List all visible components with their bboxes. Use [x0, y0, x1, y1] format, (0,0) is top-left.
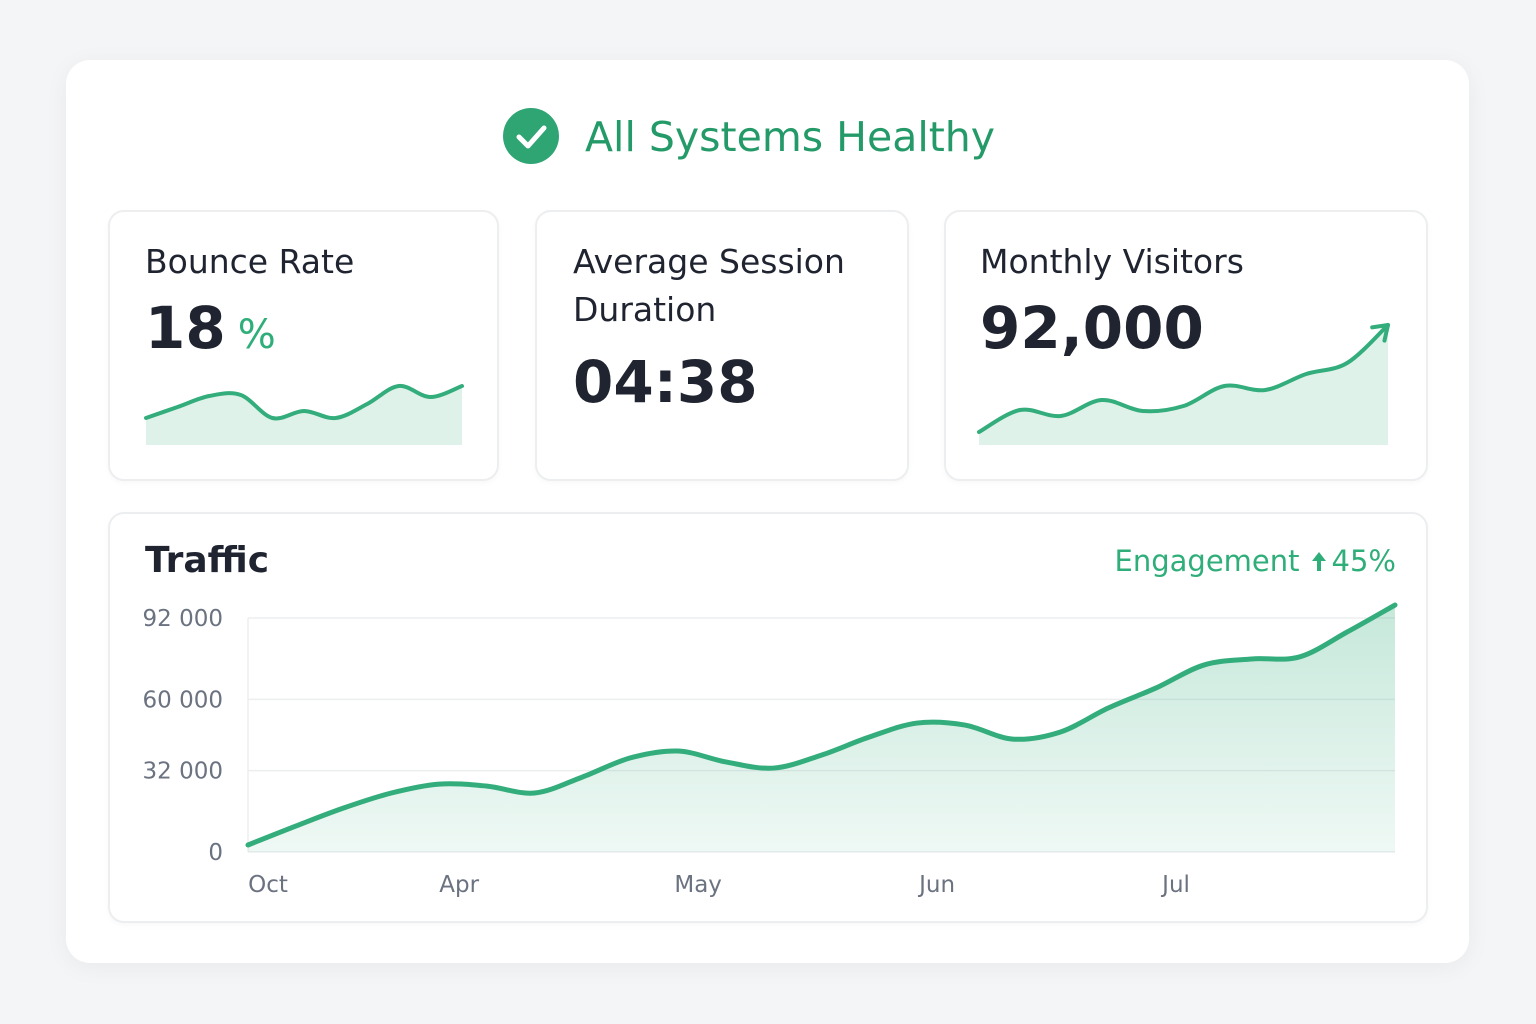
engagement: Engagement 45%: [1115, 542, 1396, 580]
y-tick-label: 92 000: [143, 606, 223, 632]
engagement-label: Engagement: [1114, 544, 1300, 578]
card-value: 92,000: [980, 294, 1204, 362]
metric-card: [944, 210, 1428, 481]
unit: %: [237, 312, 276, 358]
x-tick-label: Jun: [917, 872, 955, 898]
status-title: All Systems Healthy: [585, 113, 996, 161]
sparkline: [144, 383, 464, 421]
value: 18: [145, 294, 226, 362]
x-tick-label: May: [674, 872, 722, 898]
card-title: Monthly Visitors: [980, 242, 1244, 281]
trend-arrow: [1370, 323, 1390, 343]
y-tick-label: 0: [208, 840, 223, 866]
card-title: Bounce Rate: [145, 242, 355, 281]
engagement-value: 45%: [1331, 544, 1396, 578]
up-arrow: [1311, 552, 1326, 571]
area-fill: [248, 605, 1395, 852]
card-value: 18%: [145, 296, 276, 367]
traffic-title: Traffic: [145, 540, 270, 581]
card-title: Average Session Duration: [573, 242, 845, 329]
metric-card: [535, 210, 909, 481]
card-value: 04:38: [573, 348, 758, 416]
check-icon: [503, 108, 559, 164]
traffic-line: [245, 602, 1398, 848]
x-tick-label: Apr: [439, 872, 479, 898]
x-tick-label: Oct: [248, 872, 288, 898]
sparkline-area: [146, 385, 462, 445]
y-tick-label: 60 000: [143, 687, 223, 713]
sparkline: [977, 323, 1390, 434]
y-tick-label: 32 000: [143, 759, 223, 785]
x-tick-label: Jul: [1160, 872, 1190, 898]
sparkline-area: [979, 325, 1388, 445]
metric-card: [108, 210, 499, 481]
